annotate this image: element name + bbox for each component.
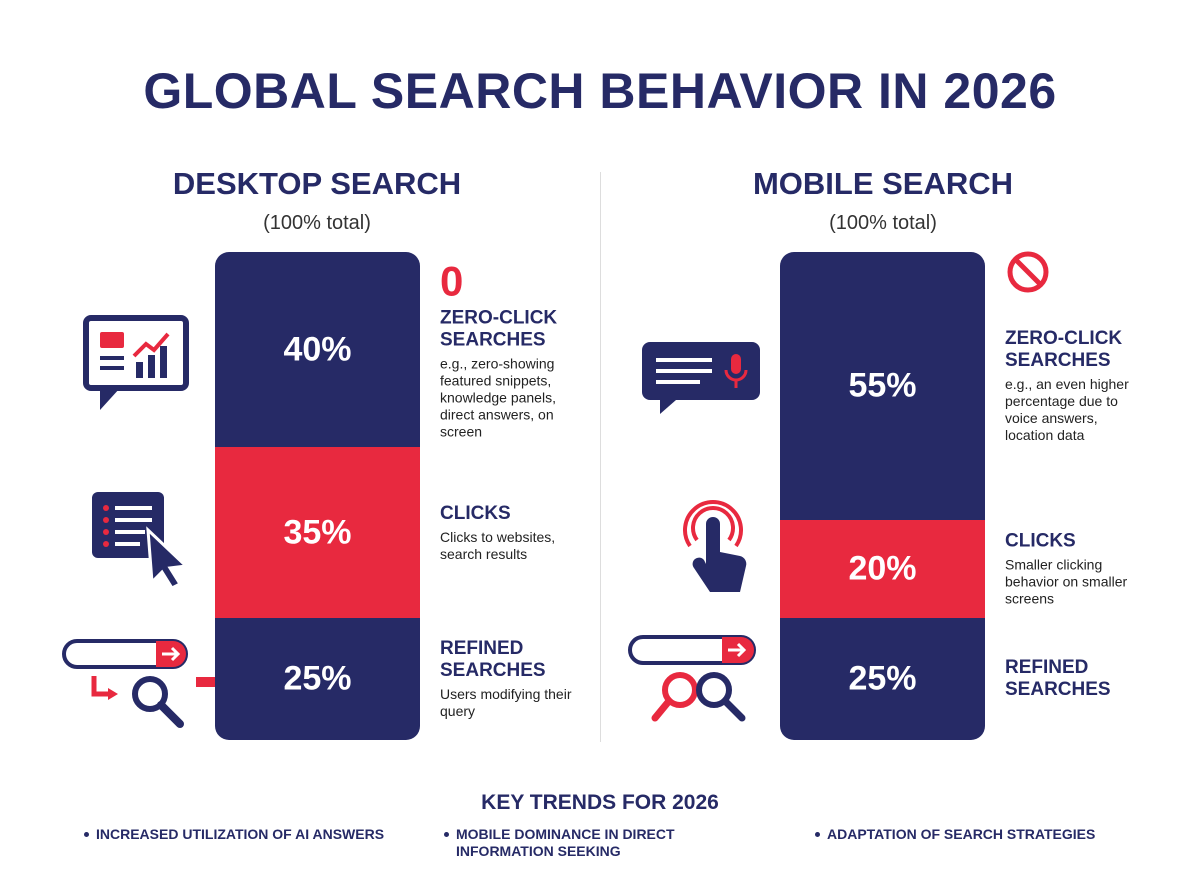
key-trend: INCREASED UTILIZATION OF AI ANSWERS — [84, 826, 426, 843]
segment-label: CLICKS Clicks to websites, search results — [440, 503, 615, 563]
segment-label: ZERO-CLICK SEARCHES e.g., an even higher … — [1005, 328, 1180, 444]
bar-segment — [215, 618, 420, 740]
value-label: 40% — [283, 330, 352, 369]
description: e.g., zero-showing featured snippets, kn… — [440, 355, 556, 440]
chart-title: DESKTOP SEARCH — [172, 166, 462, 201]
bar-segment — [780, 618, 985, 740]
main-title: GLOBAL SEARCH BEHAVIOR IN 2026 — [143, 63, 1057, 119]
value-label: 25% — [283, 659, 352, 698]
icon-voice-chat — [642, 342, 760, 414]
legend-label: REFINED SEARCHES — [1005, 657, 1111, 700]
description: Users modifying their query — [440, 686, 572, 719]
legend-label: CLICKS — [1005, 530, 1076, 552]
stacked-bar: 55% 20% 25% — [780, 252, 985, 740]
key-trend: MOBILE DOMINANCE IN DIRECT INFORMATION S… — [444, 826, 716, 860]
icon-monitor — [83, 315, 189, 410]
icon-no-sign — [1007, 251, 1049, 293]
segment-label: REFINED SEARCHES — [1005, 657, 1180, 701]
divider — [600, 172, 601, 742]
icon-search-mobile — [628, 635, 756, 722]
value-label: 20% — [848, 549, 917, 588]
chart-title: MOBILE SEARCH — [752, 166, 1014, 201]
bar-segment — [215, 447, 420, 618]
value-label: 35% — [283, 513, 352, 552]
description: Clicks to websites, search results — [440, 528, 556, 562]
legend-label: REFINED SEARCHES — [440, 638, 546, 681]
icon-list-cursor — [92, 492, 190, 590]
key-trend: ADAPTATION OF SEARCH STRATEGIES — [815, 826, 1147, 843]
icon-tap — [683, 500, 747, 592]
description: Smaller clicking behavior on smaller scr… — [1005, 556, 1128, 607]
segment-label: 0 ZERO-CLICK SEARCHES e.g., zero-showing f… — [440, 259, 615, 440]
legend-label: CLICKS — [440, 502, 511, 524]
stacked-bar: 40% 35% 25% — [215, 252, 420, 740]
segment-label: CLICKS Smaller clicking behavior on small… — [1005, 531, 1180, 608]
badge: 0 — [440, 257, 464, 305]
bar-segment — [215, 252, 420, 448]
value-label: 25% — [848, 659, 917, 698]
segment-label: REFINED SEARCHES Users modifying their qu… — [440, 638, 615, 720]
chart-subtitle: (100% total) — [829, 212, 937, 234]
value-label: 55% — [848, 366, 917, 405]
chart-subtitle: (100% total) — [263, 212, 371, 234]
bar-segment — [780, 252, 985, 521]
key-trends-title: KEY TRENDS FOR 2026 — [481, 791, 719, 814]
description: e.g., an even higher percentage due to v… — [1005, 376, 1129, 444]
legend-label: ZERO-CLICK SEARCHES — [440, 307, 558, 351]
legend-label: ZERO-CLICK SEARCHES — [1005, 328, 1123, 372]
bar-segment — [780, 520, 985, 618]
